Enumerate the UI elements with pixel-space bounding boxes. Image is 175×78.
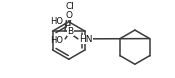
Text: B: B	[68, 27, 74, 36]
Text: Cl: Cl	[66, 2, 75, 11]
Text: HO: HO	[50, 17, 63, 26]
Text: HN: HN	[80, 35, 93, 44]
Text: HO: HO	[50, 36, 63, 45]
Text: O: O	[65, 11, 72, 20]
